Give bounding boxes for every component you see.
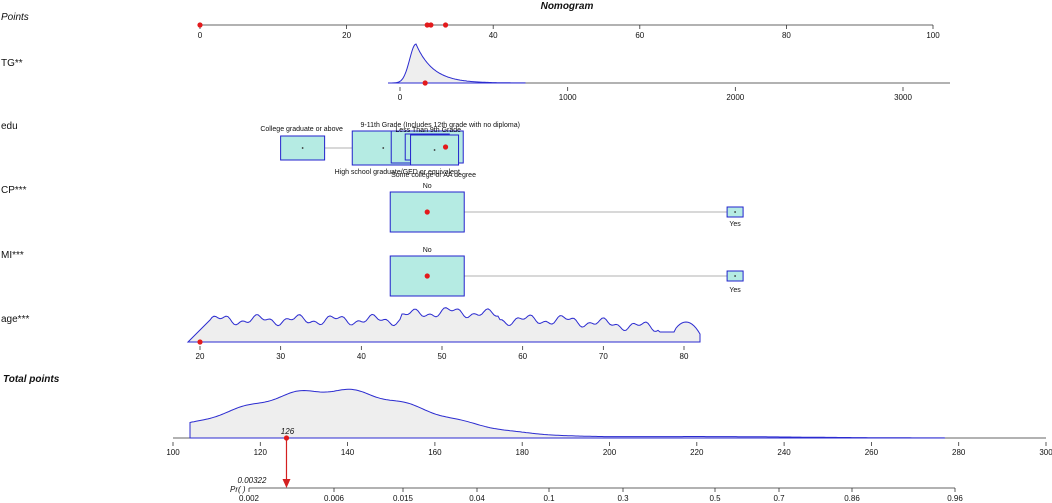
edu-box-center [301, 147, 304, 149]
edu-box-center [382, 147, 385, 149]
age-axis-tick-label: 30 [276, 352, 285, 361]
probability-axis-tick-label: 0.7 [773, 494, 785, 503]
row-label-edu: edu [1, 121, 18, 132]
points-marker [424, 22, 430, 28]
edu-category-label: College graduate or above [260, 126, 343, 133]
cp-category-label-no: No [423, 183, 432, 190]
probability-axis-tick-label: 0.04 [469, 494, 485, 503]
total-points-label: Total points [3, 374, 60, 385]
probability-arrowhead [282, 479, 291, 488]
row-label-cp: CP*** [1, 185, 27, 196]
mi-category-label-yes: Yes [729, 287, 741, 294]
points-axis-label: Points [1, 12, 29, 23]
edu-category-label: Some college or AA degree [391, 172, 476, 179]
total-points-axis-tick-label: 280 [952, 448, 966, 457]
total-points-density [189, 388, 946, 439]
cp-box-yes-center [734, 211, 736, 213]
tg-axis-tick-label: 0 [398, 93, 403, 102]
probability-axis-tick-label: 0.006 [324, 494, 345, 503]
age-axis-tick-label: 50 [438, 352, 447, 361]
row-label-age: age*** [1, 314, 29, 325]
age-density [186, 307, 701, 343]
points-marker [442, 22, 449, 28]
total-points-axis-tick-label: 120 [254, 448, 268, 457]
points-axis-tick-label: 80 [782, 31, 791, 40]
edu-box-center [433, 149, 436, 151]
tg-selected-point [422, 80, 428, 86]
probability-axis-tick-label: 0.1 [543, 494, 555, 503]
age-axis-tick-label: 70 [599, 352, 608, 361]
age-axis-tick-label: 60 [518, 352, 527, 361]
total-points-axis-tick-label: 300 [1039, 448, 1052, 457]
cp-category-label-yes: Yes [729, 221, 741, 228]
total-points-axis-tick-label: 160 [428, 448, 442, 457]
mi-selected-point [424, 273, 430, 279]
points-axis-tick-label: 20 [342, 31, 351, 40]
total-points-axis-tick-label: 240 [777, 448, 791, 457]
chart-title: Nomogram [541, 1, 594, 12]
edu-selected-point [442, 144, 449, 150]
points-axis-tick-label: 0 [198, 31, 203, 40]
probability-selected-label: 0.00322 [238, 476, 267, 485]
total-points-axis-tick-label: 200 [603, 448, 617, 457]
age-axis-tick-label: 20 [196, 352, 205, 361]
probability-axis-tick-label: 0.96 [947, 494, 963, 503]
total-points-axis-tick-label: 140 [341, 448, 355, 457]
tg-axis-tick-label: 1000 [559, 93, 577, 102]
cp-selected-point [424, 209, 430, 215]
total-points-axis-tick-label: 100 [166, 448, 180, 457]
total-points-axis-tick-label: 260 [865, 448, 879, 457]
points-axis-tick-label: 60 [635, 31, 644, 40]
points-marker [197, 22, 203, 28]
age-axis-tick-label: 80 [680, 352, 689, 361]
probability-axis-tick-label: 0.3 [617, 494, 629, 503]
probability-label: Pr( ) [230, 485, 246, 494]
points-axis-tick-label: 100 [926, 31, 940, 40]
total-points-selected-label: 126 [281, 427, 295, 436]
probability-axis-tick-label: 0.002 [239, 494, 260, 503]
probability-axis-tick-label: 0.015 [393, 494, 414, 503]
total-points-axis-tick-label: 220 [690, 448, 704, 457]
tg-axis-tick-label: 2000 [726, 93, 744, 102]
tg-axis-tick-label: 3000 [894, 93, 912, 102]
age-selected-point [197, 339, 203, 345]
age-axis-tick-label: 40 [357, 352, 366, 361]
mi-category-label-no: No [423, 247, 432, 254]
edu-category-label: High school graduate/GED or equivalent [335, 169, 460, 176]
row-label-tg: TG** [1, 58, 23, 69]
mi-box-yes-center [734, 275, 736, 277]
points-marker [428, 22, 434, 28]
edu-category-label: 9-11th Grade (Includes 12th grade with n… [361, 122, 520, 129]
tg-density [388, 43, 526, 84]
row-label-mi: MI*** [1, 250, 24, 261]
probability-axis-tick-label: 0.86 [844, 494, 860, 503]
points-axis-tick-label: 40 [489, 31, 498, 40]
probability-axis-tick-label: 0.5 [709, 494, 721, 503]
edu-category-label: Less Than 9th Grade [395, 127, 461, 134]
total-points-axis-tick-label: 180 [516, 448, 530, 457]
